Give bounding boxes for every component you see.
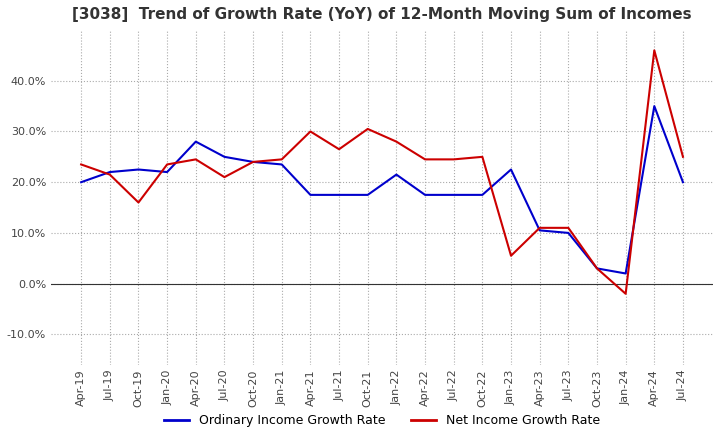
Ordinary Income Growth Rate — [449, 192, 458, 198]
Net Income Growth Rate — [420, 157, 429, 162]
Net Income Growth Rate — [679, 154, 688, 159]
Ordinary Income Growth Rate — [163, 169, 171, 175]
Net Income Growth Rate — [306, 129, 315, 134]
Ordinary Income Growth Rate — [420, 192, 429, 198]
Ordinary Income Growth Rate — [77, 180, 86, 185]
Net Income Growth Rate — [621, 291, 630, 297]
Ordinary Income Growth Rate — [277, 162, 286, 167]
Ordinary Income Growth Rate — [564, 230, 572, 235]
Net Income Growth Rate — [77, 162, 86, 167]
Net Income Growth Rate — [220, 175, 229, 180]
Line: Ordinary Income Growth Rate: Ordinary Income Growth Rate — [81, 106, 683, 274]
Net Income Growth Rate — [593, 266, 601, 271]
Ordinary Income Growth Rate — [536, 228, 544, 233]
Net Income Growth Rate — [364, 126, 372, 132]
Net Income Growth Rate — [392, 139, 401, 144]
Ordinary Income Growth Rate — [650, 103, 659, 109]
Net Income Growth Rate — [335, 147, 343, 152]
Ordinary Income Growth Rate — [249, 159, 258, 165]
Ordinary Income Growth Rate — [392, 172, 401, 177]
Ordinary Income Growth Rate — [106, 169, 114, 175]
Ordinary Income Growth Rate — [478, 192, 487, 198]
Line: Net Income Growth Rate: Net Income Growth Rate — [81, 50, 683, 294]
Net Income Growth Rate — [564, 225, 572, 231]
Net Income Growth Rate — [277, 157, 286, 162]
Ordinary Income Growth Rate — [134, 167, 143, 172]
Ordinary Income Growth Rate — [335, 192, 343, 198]
Net Income Growth Rate — [507, 253, 516, 258]
Net Income Growth Rate — [249, 159, 258, 165]
Net Income Growth Rate — [134, 200, 143, 205]
Net Income Growth Rate — [192, 157, 200, 162]
Title: [3038]  Trend of Growth Rate (YoY) of 12-Month Moving Sum of Incomes: [3038] Trend of Growth Rate (YoY) of 12-… — [72, 7, 692, 22]
Ordinary Income Growth Rate — [192, 139, 200, 144]
Ordinary Income Growth Rate — [593, 266, 601, 271]
Net Income Growth Rate — [478, 154, 487, 159]
Ordinary Income Growth Rate — [306, 192, 315, 198]
Net Income Growth Rate — [449, 157, 458, 162]
Net Income Growth Rate — [536, 225, 544, 231]
Net Income Growth Rate — [106, 172, 114, 177]
Net Income Growth Rate — [650, 48, 659, 53]
Ordinary Income Growth Rate — [679, 180, 688, 185]
Net Income Growth Rate — [163, 162, 171, 167]
Ordinary Income Growth Rate — [220, 154, 229, 159]
Legend: Ordinary Income Growth Rate, Net Income Growth Rate: Ordinary Income Growth Rate, Net Income … — [159, 409, 605, 432]
Ordinary Income Growth Rate — [364, 192, 372, 198]
Ordinary Income Growth Rate — [621, 271, 630, 276]
Ordinary Income Growth Rate — [507, 167, 516, 172]
